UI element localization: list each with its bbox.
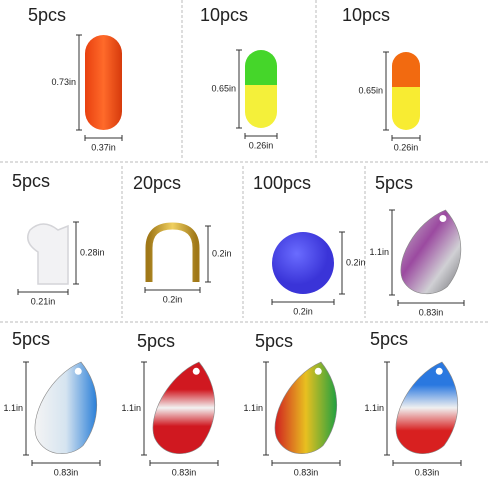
width-label: 0.26in — [394, 142, 419, 152]
item-panel: 10pcs 0.65in 0.26in — [200, 5, 278, 150]
quantity: 20pcs — [133, 173, 181, 193]
float-bead — [245, 50, 277, 128]
width-label: 0.21in — [31, 296, 56, 306]
width-label: 0.83in — [172, 467, 197, 477]
quantity: 100pcs — [253, 173, 311, 193]
height-label: 0.2in — [212, 248, 232, 258]
spinner-blade — [400, 209, 462, 294]
bead — [272, 232, 334, 294]
item-panel: 20pcs 0.2in 0.2in — [133, 173, 232, 305]
item-panel: 5pcs 1.1in 0.83in — [243, 331, 341, 477]
spinner-blade — [34, 361, 98, 454]
height-label: 0.2in — [346, 257, 366, 267]
item-panel: 100pcs 0.2in 0.2in — [253, 173, 366, 317]
quantity: 10pcs — [342, 5, 390, 25]
blade-hole — [435, 367, 443, 375]
blade-hole — [439, 215, 447, 222]
item-panel: 5pcs 0.28in 0.21in — [12, 171, 105, 307]
height-label: 1.1in — [369, 247, 389, 257]
item-panel: 5pcs 1.1in 0.83in — [364, 329, 462, 477]
float-bead — [392, 52, 420, 130]
quantity: 5pcs — [137, 331, 175, 351]
item-panel: 5pcs 0.73in 0.37in — [28, 5, 123, 152]
blade-hole — [192, 367, 200, 375]
float-bead — [85, 35, 122, 130]
quantity: 5pcs — [28, 5, 66, 25]
width-label: 0.2in — [293, 306, 313, 316]
spinner-blade — [395, 361, 459, 454]
clevis — [145, 222, 200, 282]
quantity: 5pcs — [12, 329, 50, 349]
item-panel: 5pcs 1.1in 0.83in — [3, 329, 101, 477]
width-label: 0.83in — [419, 307, 444, 317]
height-label: 0.65in — [358, 85, 383, 95]
height-label: 1.1in — [364, 403, 384, 413]
spinner-blade — [152, 361, 216, 454]
height-label: 1.1in — [121, 403, 141, 413]
quantity: 5pcs — [255, 331, 293, 351]
height-label: 1.1in — [243, 403, 263, 413]
width-label: 0.37in — [91, 142, 116, 152]
blade-hole — [74, 367, 82, 375]
height-label: 0.73in — [51, 77, 76, 87]
quantity: 10pcs — [200, 5, 248, 25]
snap-clip — [27, 223, 69, 285]
width-label: 0.83in — [54, 467, 79, 477]
blade-hole — [314, 367, 322, 375]
width-label: 0.83in — [415, 467, 440, 477]
separators — [0, 0, 488, 323]
quantity: 5pcs — [370, 329, 408, 349]
item-panel: 10pcs 0.65in 0.26in — [342, 5, 421, 152]
spinner-blade — [274, 361, 338, 454]
height-label: 0.28in — [80, 247, 105, 257]
width-label: 0.83in — [294, 467, 319, 477]
item-panel: 5pcs 1.1in 0.83in — [121, 331, 219, 477]
item-panel: 5pcs 1.1in 0.83in — [369, 173, 465, 317]
width-label: 0.26in — [249, 140, 274, 150]
quantity: 5pcs — [12, 171, 50, 191]
height-label: 0.65in — [211, 83, 236, 93]
quantity: 5pcs — [375, 173, 413, 193]
height-label: 1.1in — [3, 403, 23, 413]
width-label: 0.2in — [163, 294, 183, 304]
